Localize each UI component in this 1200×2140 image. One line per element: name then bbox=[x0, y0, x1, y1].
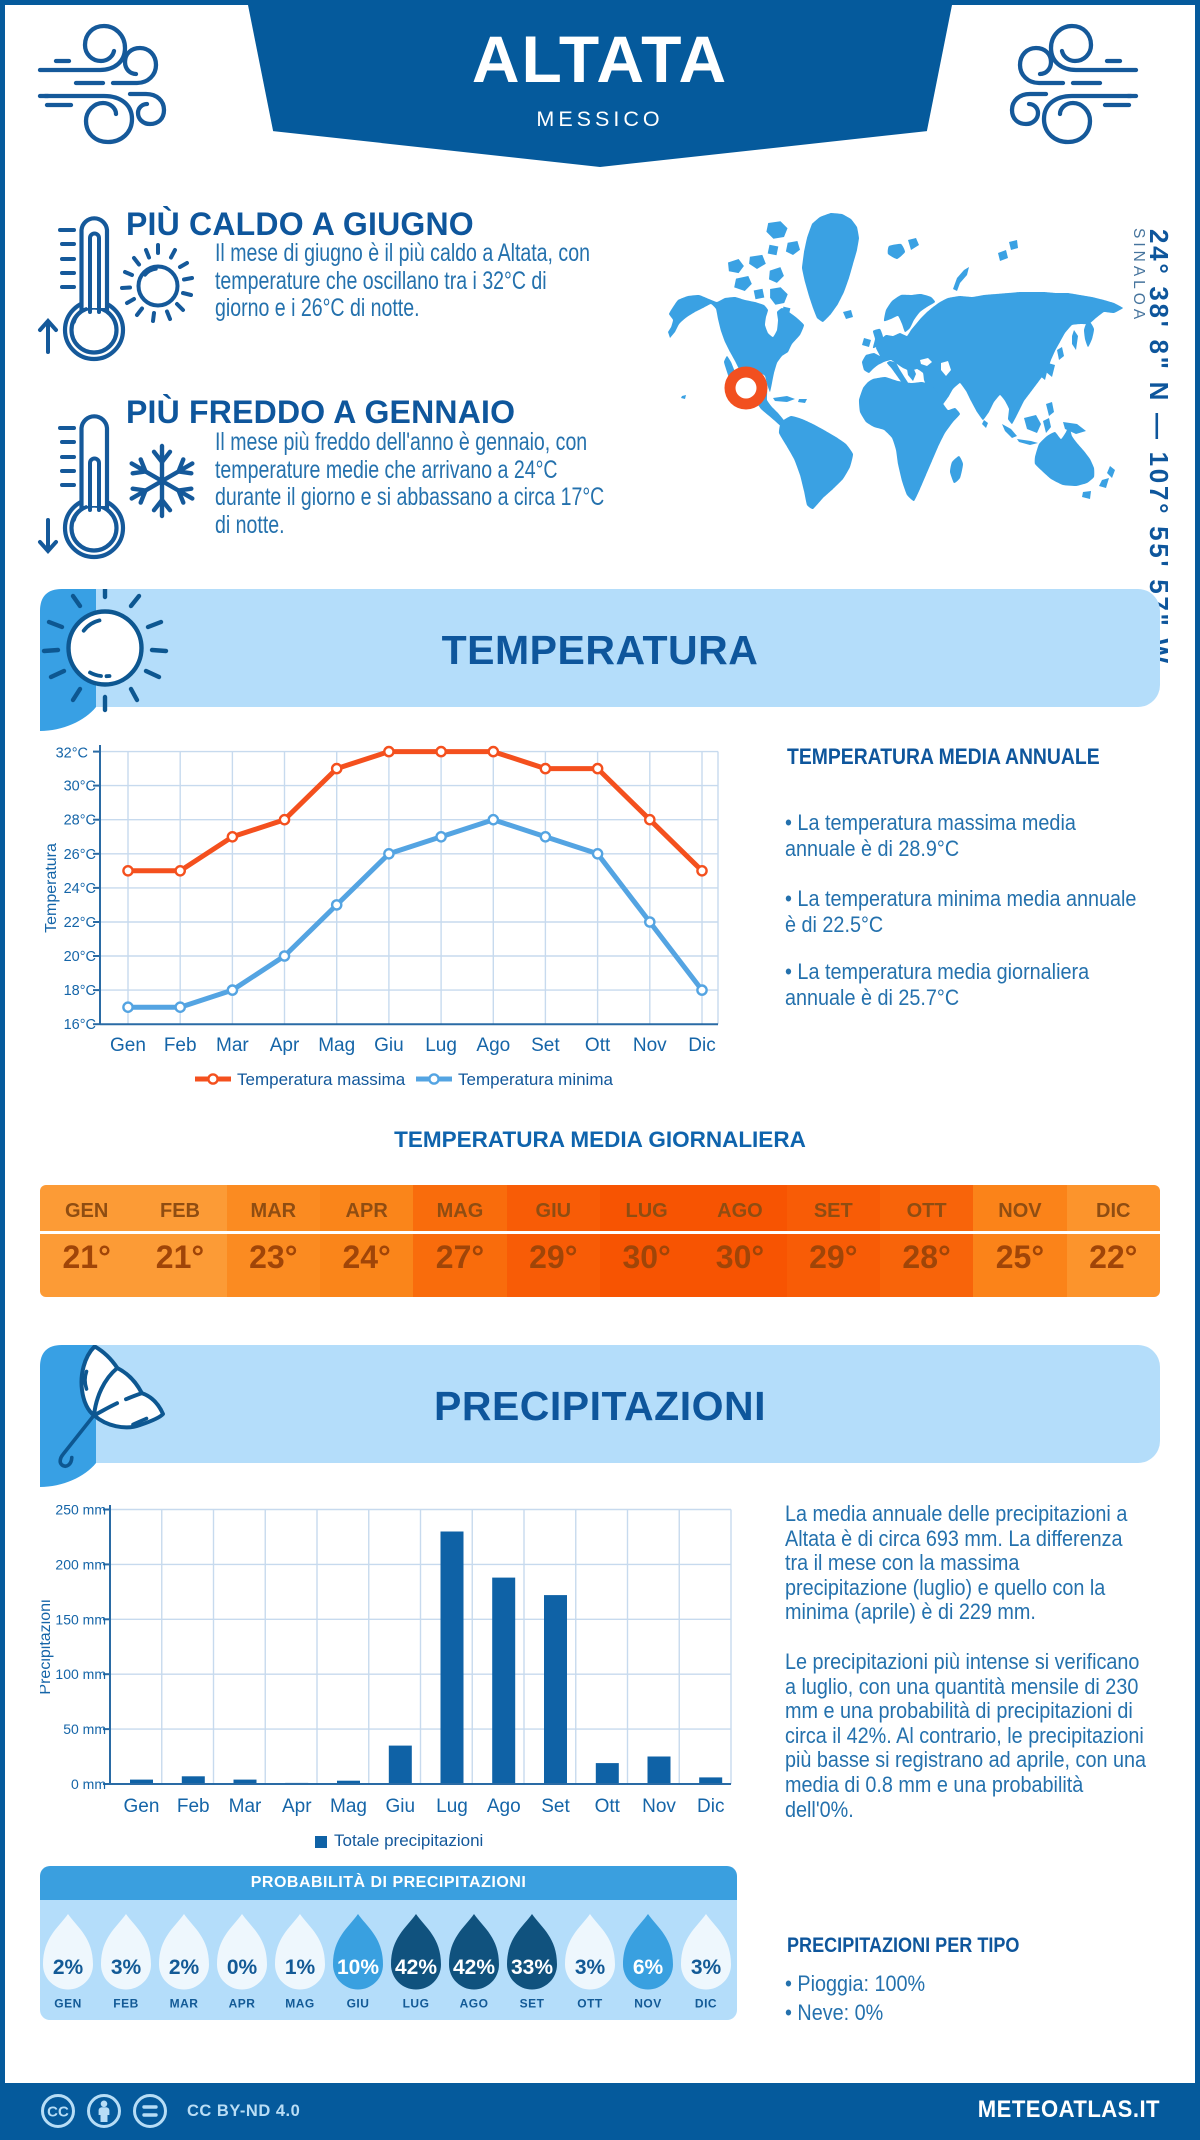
svg-text:32°C: 32°C bbox=[56, 746, 88, 762]
svg-text:Dic: Dic bbox=[697, 1796, 724, 1817]
svg-text:3%: 3% bbox=[575, 1956, 606, 1979]
svg-text:AGO: AGO bbox=[460, 1997, 489, 2011]
svg-text:50 mm: 50 mm bbox=[63, 1721, 106, 1737]
svg-text:Temperatura massima: Temperatura massima bbox=[237, 1070, 406, 1089]
svg-text:CC: CC bbox=[47, 2104, 69, 2121]
svg-text:Mag: Mag bbox=[330, 1796, 367, 1817]
svg-text:GIU: GIU bbox=[347, 1997, 370, 2011]
svg-text:200 mm: 200 mm bbox=[55, 1556, 106, 1572]
svg-text:Gen: Gen bbox=[124, 1796, 160, 1817]
svg-text:DIC: DIC bbox=[695, 1997, 717, 2011]
svg-text:Nov: Nov bbox=[633, 1035, 667, 1056]
svg-text:Apr: Apr bbox=[270, 1035, 300, 1056]
svg-text:Ago: Ago bbox=[487, 1796, 521, 1817]
svg-text:FEB: FEB bbox=[113, 1997, 139, 2011]
svg-text:22°C: 22°C bbox=[64, 915, 96, 931]
svg-text:150 mm: 150 mm bbox=[55, 1611, 106, 1627]
svg-text:0%: 0% bbox=[227, 1956, 258, 1979]
svg-text:Feb: Feb bbox=[164, 1035, 197, 1056]
svg-text:Mar: Mar bbox=[229, 1796, 262, 1817]
svg-text:Giu: Giu bbox=[374, 1035, 404, 1056]
svg-text:OTT: OTT bbox=[577, 1997, 603, 2011]
svg-text:Apr: Apr bbox=[282, 1796, 312, 1817]
svg-text:MAG: MAG bbox=[285, 1997, 315, 2011]
svg-text:250 mm: 250 mm bbox=[55, 1502, 106, 1518]
svg-text:Dic: Dic bbox=[688, 1035, 715, 1056]
svg-text:20°C: 20°C bbox=[64, 949, 96, 965]
svg-text:LUG: LUG bbox=[403, 1997, 430, 2011]
svg-text:0 mm: 0 mm bbox=[71, 1776, 106, 1792]
svg-text:42%: 42% bbox=[453, 1956, 495, 1979]
svg-text:3%: 3% bbox=[111, 1956, 142, 1979]
svg-text:APR: APR bbox=[229, 1997, 256, 2011]
svg-text:28°C: 28°C bbox=[64, 813, 96, 829]
svg-text:42%: 42% bbox=[395, 1956, 437, 1979]
svg-text:Gen: Gen bbox=[110, 1035, 146, 1056]
svg-text:Precipitazioni: Precipitazioni bbox=[40, 1599, 54, 1694]
svg-text:2%: 2% bbox=[53, 1956, 84, 1979]
svg-text:10%: 10% bbox=[337, 1956, 379, 1979]
svg-text:Set: Set bbox=[531, 1035, 560, 1056]
svg-text:Mar: Mar bbox=[216, 1035, 249, 1056]
svg-text:Lug: Lug bbox=[425, 1035, 457, 1056]
svg-text:Ott: Ott bbox=[595, 1796, 621, 1817]
svg-text:Ago: Ago bbox=[476, 1035, 510, 1056]
svg-text:Lug: Lug bbox=[436, 1796, 468, 1817]
svg-text:Feb: Feb bbox=[177, 1796, 210, 1817]
svg-text:33%: 33% bbox=[511, 1956, 553, 1979]
svg-text:2%: 2% bbox=[169, 1956, 200, 1979]
svg-text:Nov: Nov bbox=[642, 1796, 676, 1817]
svg-text:Giu: Giu bbox=[385, 1796, 415, 1817]
svg-text:Totale precipitazioni: Totale precipitazioni bbox=[334, 1831, 483, 1850]
svg-text:NOV: NOV bbox=[634, 1997, 662, 2011]
svg-text:Mag: Mag bbox=[318, 1035, 355, 1056]
svg-text:1%: 1% bbox=[285, 1956, 316, 1979]
svg-text:Ott: Ott bbox=[585, 1035, 611, 1056]
svg-text:Set: Set bbox=[541, 1796, 570, 1817]
svg-text:3%: 3% bbox=[691, 1956, 722, 1979]
svg-text:18°C: 18°C bbox=[64, 983, 96, 999]
svg-text:30°C: 30°C bbox=[64, 779, 96, 795]
svg-text:SET: SET bbox=[520, 1997, 545, 2011]
svg-text:26°C: 26°C bbox=[64, 847, 96, 863]
svg-text:100 mm: 100 mm bbox=[55, 1666, 106, 1682]
svg-text:GEN: GEN bbox=[54, 1997, 82, 2011]
svg-text:MAR: MAR bbox=[170, 1997, 199, 2011]
svg-text:24°C: 24°C bbox=[64, 881, 96, 897]
svg-text:6%: 6% bbox=[633, 1956, 664, 1979]
svg-text:Temperatura minima: Temperatura minima bbox=[458, 1070, 613, 1089]
svg-text:Temperatura: Temperatura bbox=[43, 843, 60, 933]
svg-text:16°C: 16°C bbox=[64, 1017, 96, 1033]
